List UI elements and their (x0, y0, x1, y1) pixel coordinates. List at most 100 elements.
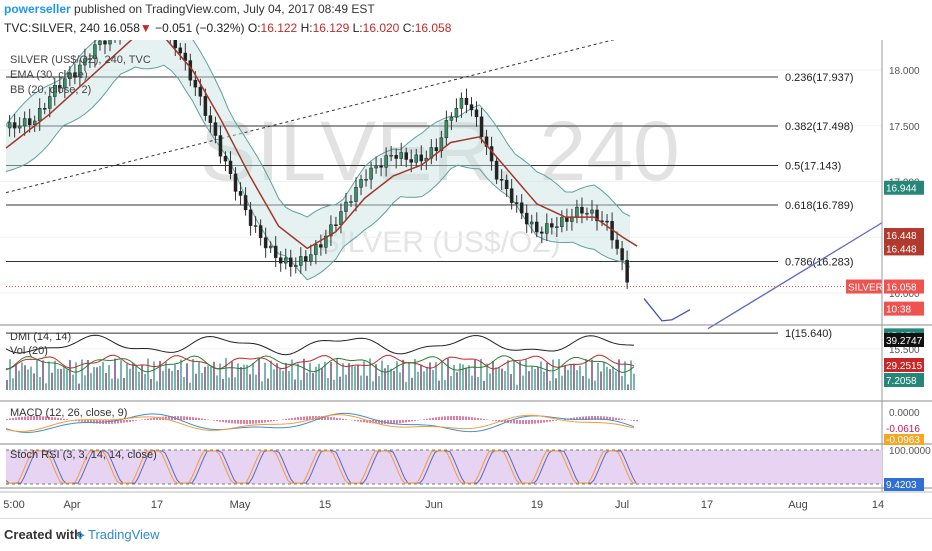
open-label: O: (248, 21, 261, 35)
footer: Created with ⟡ TradingView (0, 518, 932, 551)
candle-body (480, 117, 483, 137)
candle-body (380, 166, 383, 167)
volume-bar (303, 359, 305, 390)
fib-level-label: 0.786(16.283) (785, 256, 854, 268)
macd-hist-bar (336, 418, 338, 420)
candle-body (490, 147, 493, 162)
volume-bar (57, 369, 59, 390)
macd-hist-bar (513, 420, 515, 424)
candle-body (274, 246, 277, 258)
volume-bar (111, 379, 113, 390)
volume-bar (453, 365, 455, 390)
volume-bar (186, 363, 188, 390)
close-label: C: (403, 21, 415, 35)
legend-item: EMA (30, close) (10, 69, 88, 81)
candle-body (540, 232, 543, 233)
candle-body (304, 256, 307, 261)
volume-bar (249, 374, 251, 390)
macd-hist-bar (546, 420, 548, 422)
volume-bar (498, 367, 500, 390)
volume-bar (129, 369, 131, 390)
volume-bar (432, 370, 434, 390)
volume-bar (6, 380, 8, 390)
volume-bar (132, 363, 134, 390)
tradingview-logo[interactable]: ⟡ TradingView (76, 527, 160, 543)
candle-body (410, 159, 413, 162)
candle-body (500, 179, 503, 180)
candle-body (505, 180, 508, 189)
close-value: 16.058 (415, 21, 452, 35)
volume-bar (252, 363, 254, 390)
volume-bar (597, 363, 599, 390)
candle-body (590, 210, 593, 213)
volume-bar (393, 371, 395, 390)
high-value: 16.129 (313, 21, 350, 35)
volume-bar (177, 370, 179, 390)
volume-bar (426, 367, 428, 390)
volume-bar (474, 360, 476, 390)
macd-hist-bar (531, 420, 533, 424)
volume-bar (183, 377, 185, 390)
macd-hist-bar (354, 420, 356, 421)
macd-hist-bar (183, 416, 185, 420)
macd-hist-bar (453, 416, 455, 420)
price-label: 16.058 (886, 283, 917, 294)
macd-hist-bar (396, 420, 398, 423)
volume-bar (288, 371, 290, 390)
candle-body (585, 213, 588, 214)
macd-hist-bar (516, 420, 518, 424)
candle-body (460, 98, 463, 108)
volume-bar (300, 380, 302, 390)
time-tick-label: Apr (63, 499, 80, 511)
volume-bar (555, 378, 557, 390)
macd-hist-bar (633, 420, 635, 421)
volume-bar (279, 369, 281, 390)
time-tick-label: 17 (151, 499, 163, 511)
macd-hist-bar (189, 417, 191, 420)
vol-value: 7.2058 (886, 376, 917, 387)
macd-zero-label: 0.0000 (889, 408, 920, 419)
volume-bar (585, 359, 587, 390)
macd-hist-bar (624, 419, 626, 420)
volume-bar (297, 364, 299, 390)
volume-bar (609, 369, 611, 390)
price-tick-label: 17.500 (889, 122, 920, 133)
candle-body (103, 41, 106, 44)
volume-bar (366, 376, 368, 390)
macd-hist-bar (618, 418, 620, 420)
volume-bar (222, 379, 224, 390)
macd-hist-bar (216, 420, 218, 421)
volume-bar (345, 375, 347, 390)
volume-bar (540, 361, 542, 390)
publish-line: powerseller published on TradingView.com… (4, 2, 375, 16)
macd-hist-bar (132, 420, 134, 421)
price-label: SILVER (848, 283, 883, 294)
fib-level-label: 0.618(16.789) (785, 200, 854, 212)
macd-hist-bar (270, 420, 272, 422)
candle-body (259, 226, 262, 238)
low-value: 16.020 (363, 21, 400, 35)
candle-body (284, 258, 287, 263)
volume-bar (141, 365, 143, 390)
volume-bar (615, 371, 617, 390)
dmi-value: 39.2747 (886, 336, 923, 347)
candle-body (385, 156, 388, 168)
macd-hist-bar (534, 420, 536, 424)
volume-bar (537, 367, 539, 390)
macd-hist-bar (213, 420, 215, 421)
publisher-name[interactable]: powerseller (4, 2, 71, 16)
volume-bar (339, 377, 341, 390)
volume-bar (18, 371, 20, 390)
volume-bar (27, 369, 29, 390)
volume-bar (591, 360, 593, 390)
volume-bar (36, 359, 38, 390)
volume-bar (330, 362, 332, 390)
volume-bar (459, 363, 461, 390)
macd-hist-bar (612, 417, 614, 420)
volume-bar (405, 382, 407, 390)
macd-hist-bar (219, 420, 221, 422)
price-label: 10:38 (886, 305, 911, 316)
volume-bar (531, 367, 533, 390)
candle-body (23, 119, 26, 126)
